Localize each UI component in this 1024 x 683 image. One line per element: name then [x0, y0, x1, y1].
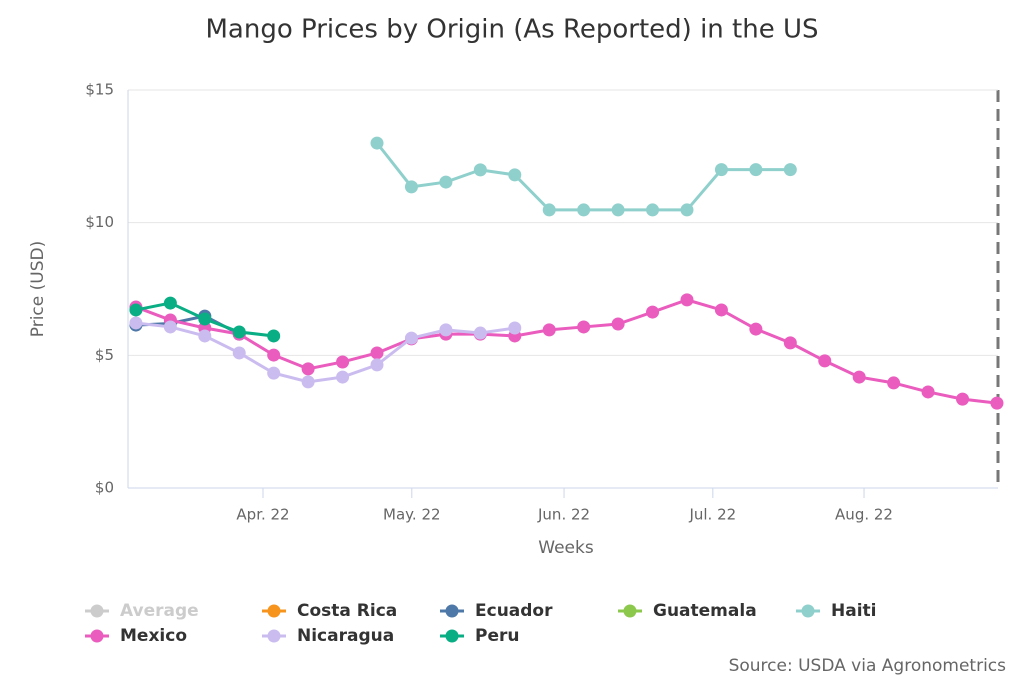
data-point — [921, 385, 935, 399]
legend-item[interactable]: Peru — [440, 626, 519, 646]
data-point — [818, 354, 832, 368]
data-point — [473, 326, 487, 340]
data-point — [370, 136, 384, 150]
data-point — [680, 203, 694, 217]
data-point — [783, 336, 797, 350]
data-point — [232, 325, 246, 339]
data-point — [611, 317, 625, 331]
x-tick-label: Jun. 22 — [537, 506, 590, 524]
data-point — [404, 331, 418, 345]
data-point — [542, 323, 556, 337]
legend-marker — [90, 629, 104, 643]
data-point — [336, 370, 350, 384]
data-point — [163, 296, 177, 310]
legend-item[interactable]: Guatemala — [618, 601, 757, 621]
data-point — [163, 320, 177, 334]
legend-item[interactable]: Mexico — [85, 626, 187, 646]
data-point — [577, 320, 591, 334]
data-point — [611, 203, 625, 217]
data-point — [956, 392, 970, 406]
legend-label: Costa Rica — [297, 601, 397, 621]
source: Source: USDA via Agronometrics — [729, 656, 1007, 676]
data-point — [129, 316, 143, 330]
legend-item[interactable]: Costa Rica — [262, 601, 397, 621]
data-point — [370, 358, 384, 372]
data-point — [439, 175, 453, 189]
legend-marker — [445, 604, 459, 618]
data-point — [852, 370, 866, 384]
x-tick-label: Apr. 22 — [236, 506, 289, 524]
plot-area — [127, 89, 998, 498]
data-point — [301, 362, 315, 376]
data-point — [749, 163, 763, 177]
data-point — [542, 203, 556, 217]
legend-item[interactable]: Ecuador — [440, 601, 553, 621]
series-line — [375, 142, 791, 212]
legend-label: Peru — [475, 626, 519, 646]
data-point — [680, 293, 694, 307]
data-point — [198, 312, 212, 326]
legend-item[interactable]: Average — [85, 601, 199, 621]
legend-marker — [623, 604, 637, 618]
legend-label: Nicaragua — [297, 626, 394, 646]
legend-label: Ecuador — [475, 601, 553, 621]
y-tick-label: $0 — [95, 479, 114, 497]
y-axis-title: Price (USD) — [28, 241, 48, 337]
data-point — [267, 348, 281, 362]
data-point — [370, 346, 384, 360]
data-point — [508, 321, 522, 335]
y-tick-label: $15 — [85, 81, 114, 99]
data-point — [508, 168, 522, 182]
legend-marker — [90, 604, 104, 618]
legend-label: Haiti — [831, 601, 876, 621]
y-tick-label: $10 — [85, 213, 114, 231]
data-point — [267, 366, 281, 380]
data-point — [232, 346, 246, 360]
legend-label: Guatemala — [653, 601, 757, 621]
data-point — [336, 355, 350, 369]
data-point — [714, 163, 728, 177]
legend-marker — [267, 629, 281, 643]
legend-item[interactable]: Nicaragua — [262, 626, 394, 646]
legend-marker — [267, 604, 281, 618]
data-point — [404, 180, 418, 194]
legend-item[interactable]: Haiti — [796, 601, 876, 621]
legend-marker — [445, 629, 459, 643]
chart-title: Mango Prices by Origin (As Reported) in … — [205, 15, 818, 45]
data-point — [646, 203, 660, 217]
x-tick-label: Jul. 22 — [688, 506, 736, 524]
legend-label: Average — [120, 601, 199, 621]
data-point — [439, 323, 453, 337]
data-point — [473, 163, 487, 177]
legend-label: Mexico — [120, 626, 187, 646]
x-tick-label: May. 22 — [383, 506, 441, 524]
data-point — [646, 305, 660, 319]
x-tick-label: Aug. 22 — [835, 506, 893, 524]
data-point — [783, 163, 797, 177]
series-line — [135, 321, 515, 384]
data-point — [198, 329, 212, 343]
data-point — [301, 375, 315, 389]
data-point — [749, 322, 763, 336]
data-point — [990, 396, 1004, 410]
data-point — [267, 329, 281, 343]
data-point — [577, 203, 591, 217]
data-point — [887, 376, 901, 390]
data-point — [129, 303, 143, 317]
x-axis-title: Weeks — [538, 538, 594, 558]
legend-marker — [801, 604, 815, 618]
series-line — [135, 298, 998, 405]
y-tick-label: $5 — [95, 346, 114, 364]
data-point — [714, 303, 728, 317]
